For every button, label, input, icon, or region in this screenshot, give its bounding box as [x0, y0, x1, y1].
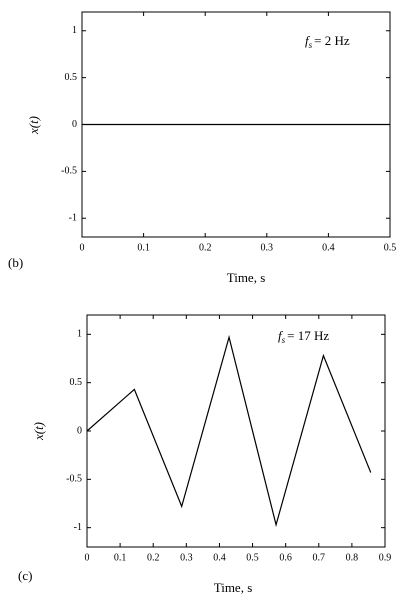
x-tick-label: 0	[80, 242, 85, 253]
y-axis-label: x(t)	[26, 116, 41, 135]
annotation-symbol: f	[305, 33, 311, 48]
x-tick-label: 0.6	[279, 552, 292, 563]
x-tick-label: 0.4	[322, 242, 335, 253]
x-axis-label: Time, s	[227, 270, 266, 285]
line-series	[86, 334, 372, 528]
y-axis-label: x(t)	[31, 422, 46, 441]
plot-frame	[86, 314, 386, 548]
x-tick-label: 0.8	[346, 552, 359, 563]
x-tick-label: 0.1	[137, 242, 150, 253]
y-tick-label: -0.5	[61, 166, 77, 177]
y-tick-label: 0.5	[70, 377, 83, 388]
annotation: fs = 17 Hz	[278, 328, 329, 345]
x-tick-label: 0.1	[114, 552, 127, 563]
y-tick-label: -1	[69, 213, 77, 224]
x-tick-label: 0.2	[147, 552, 160, 563]
x-tick-label: 0.5	[384, 242, 397, 253]
annotation-value: = 17 Hz	[287, 328, 329, 343]
y-tick-label: -0.5	[66, 474, 82, 485]
panel-label: (c)	[18, 568, 32, 583]
y-tick-label: 1	[72, 25, 77, 36]
y-tick-label: -1	[74, 522, 82, 533]
annotation: fs = 2 Hz	[305, 33, 350, 50]
y-tick-label: 0.5	[65, 72, 78, 83]
y-tick-label: 1	[77, 329, 82, 340]
annotation-subscript: s	[309, 40, 313, 50]
x-tick-label: 0.3	[180, 552, 193, 563]
x-tick-label: 0.2	[199, 242, 212, 253]
x-tick-label: 0.5	[246, 552, 259, 563]
annotation-symbol: f	[278, 328, 284, 343]
x-tick-label: 0.3	[261, 242, 274, 253]
annotation-value: = 2 Hz	[314, 33, 350, 48]
x-tick-label: 0.9	[379, 552, 392, 563]
x-tick-label: 0.4	[213, 552, 226, 563]
y-tick-label: 0	[77, 425, 82, 436]
panel-label: (b)	[8, 255, 23, 270]
annotation-subscript: s	[282, 335, 286, 345]
x-tick-label: 0	[85, 552, 90, 563]
x-axis-label: Time, s	[214, 580, 253, 595]
y-tick-label: 0	[72, 119, 77, 130]
x-tick-label: 0.7	[313, 552, 326, 563]
